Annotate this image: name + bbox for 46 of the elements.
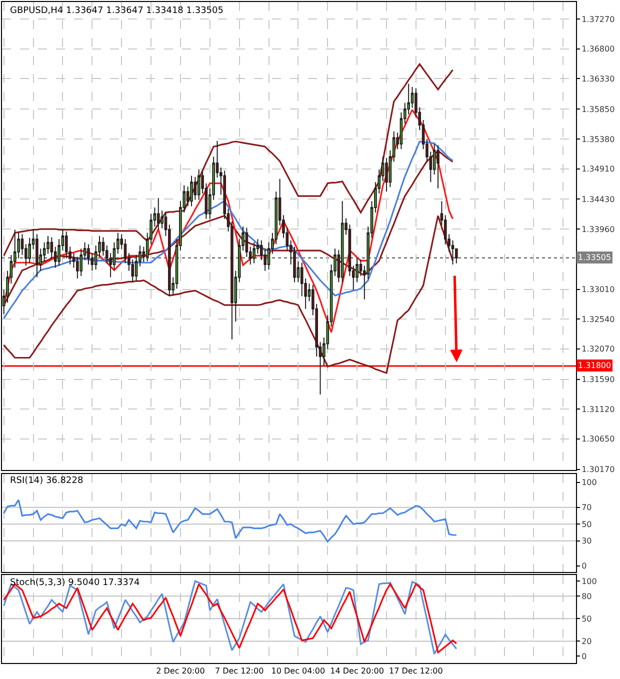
- y-tick-label: 1.36330: [582, 74, 615, 84]
- y-tick-label: 30: [582, 536, 592, 546]
- candlestick: [36, 234, 38, 278]
- line-series: [3, 63, 454, 256]
- candlestick: [252, 242, 256, 264]
- x-tick-label: 10 Dec 04:00: [271, 666, 326, 676]
- y-tick-label: 1.31590: [582, 375, 615, 384]
- ref-line-label: 1.33505: [578, 253, 612, 262]
- y-tick-label: 1.34910: [582, 164, 615, 174]
- candlestick: [436, 144, 440, 189]
- y-tick-label: 1.33960: [582, 224, 615, 234]
- line-series: [3, 214, 454, 374]
- candlestick: [197, 168, 200, 200]
- chart-title: GBPUSD,H4 1.33647 1.33647 1.33418 1.33505: [10, 6, 224, 16]
- chart-title: RSI(14) 36.8228: [10, 476, 84, 486]
- y-tick-label: 1.30170: [582, 465, 615, 474]
- candlestick: [190, 175, 193, 207]
- y-tick-label: 1.34430: [582, 195, 615, 204]
- y-tick-label: 100: [582, 478, 597, 488]
- x-tick-label: 2 Dec 20:00: [156, 666, 205, 676]
- chart-title: Stoch(5,3,3) 9.5040 17.3374: [10, 578, 140, 588]
- y-tick-label: 1.30650: [582, 434, 615, 444]
- y-tick-label: 20: [582, 637, 592, 646]
- x-tick-label: 17 Dec 12:00: [389, 666, 443, 676]
- line-series: [3, 109, 454, 334]
- candlestick: [340, 200, 344, 283]
- y-tick-label: 1.32070: [582, 344, 615, 354]
- y-tick-label: 80: [582, 592, 592, 601]
- y-tick-label: 1.35380: [582, 134, 615, 144]
- y-tick-label: 70: [582, 503, 592, 512]
- ref-line-label: 1.31800: [578, 361, 612, 370]
- x-tick-label: 14 Dec 20:00: [330, 666, 384, 676]
- y-tick-label: 1.31120: [582, 404, 615, 414]
- candlestick: [156, 197, 160, 230]
- y-tick-label: 0: [582, 562, 587, 571]
- y-tick-label: 1.35850: [582, 104, 615, 114]
- y-tick-label: 50: [582, 614, 592, 624]
- y-tick-label: 1.33010: [582, 285, 615, 294]
- line-series: [3, 499, 458, 542]
- y-tick-label: 1.36800: [582, 44, 615, 54]
- y-tick-label: 1.37270: [582, 14, 615, 24]
- y-tick-label: 1.32540: [582, 314, 615, 324]
- x-tick-label: 7 Dec 12:00: [214, 666, 264, 676]
- y-tick-label: 0: [582, 652, 587, 662]
- y-tick-label: 50: [582, 520, 592, 529]
- y-tick-label: 100: [582, 576, 597, 586]
